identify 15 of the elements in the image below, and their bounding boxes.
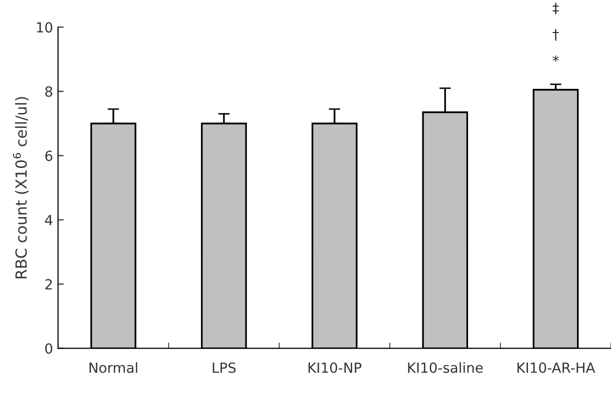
y-tick-label: 2: [45, 279, 52, 290]
y-tick-label: 10: [37, 22, 52, 33]
y-tick-label: 8: [45, 86, 52, 97]
y-axis-title: RBC count (X10$^{6}$ cell/ul): [12, 97, 29, 278]
x-tick-label: KI10-AR-HA: [518, 362, 596, 373]
annotation: *: [552, 55, 559, 62]
x-tick-label: KI10-saline: [408, 362, 483, 373]
x-tick-label: Normal: [90, 362, 138, 373]
text: ‡: [552, 2, 559, 14]
y-tick-label: 0: [45, 343, 52, 354]
x-tick-label: KI10-NP: [308, 362, 362, 373]
y-tick-label: 4: [45, 214, 52, 226]
x-tick-label: LPS: [212, 362, 236, 373]
annotation: †: [552, 29, 559, 41]
y-tick-label: 6: [45, 150, 52, 162]
